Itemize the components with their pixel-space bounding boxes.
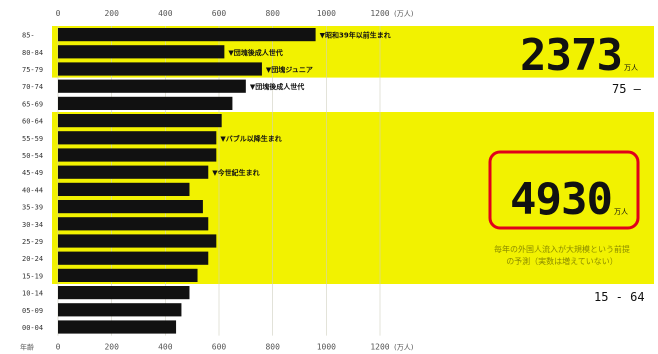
mid-total: 4930 万人 (510, 178, 628, 222)
y-axis-label: 年齢 (20, 343, 34, 352)
tick-top-0: 0 (56, 9, 61, 18)
tick-top-400: 400 (158, 9, 173, 18)
bar-10-14 (58, 286, 190, 300)
tick-top-200: 200 (104, 9, 119, 18)
bar-60-64 (58, 114, 222, 128)
top-range-label: 75 ― (612, 82, 641, 96)
bar-65-69 (58, 96, 233, 110)
tick-bottom-600: 600 (212, 343, 227, 352)
tick-bottom-800: 800 (265, 343, 280, 352)
tick-bottom-400: 400 (158, 343, 173, 352)
bar-75-79 (58, 62, 262, 76)
x-unit-bottom: (万人) (394, 344, 414, 352)
annotation-1: ▼団塊後成人世代 (228, 48, 282, 57)
tick-top-800: 800 (265, 9, 280, 18)
bar-25-29 (58, 234, 217, 248)
age-label-40-44: 40-44 (22, 186, 43, 194)
annotation-0: ▼昭和39年以前生まれ (320, 31, 391, 40)
annotation-5: ▼今世紀生まれ (212, 168, 259, 177)
age-label-85-: 85- (22, 32, 35, 40)
age-label-70-74: 70-74 (22, 83, 43, 91)
annotation-4: ▼バブル以降生まれ (220, 134, 281, 143)
annotation-2: ▼団塊ジュニア (266, 65, 313, 74)
bar-50-54 (58, 148, 217, 162)
highlight-box (488, 150, 640, 230)
age-label-00-04: 00-04 (22, 324, 43, 332)
top-total-unit: 万人 (623, 64, 638, 72)
age-label-65-69: 65-69 (22, 100, 43, 108)
annotations: ▼昭和39年以前生まれ ▼団塊後成人世代 ▼団塊ジュニア ▼団塊後成人世代 ▼バブル以降… (212, 31, 390, 178)
bar-15-19 (58, 268, 198, 282)
top-total: 2373 万人 (520, 34, 638, 78)
mid-total-unit: 万人 (613, 208, 628, 216)
note-line-1: 毎年の外国人流入が大規模という前提 (494, 245, 630, 254)
age-label-80-84: 80-84 (22, 49, 43, 57)
x-unit-top: (万人) (394, 10, 414, 18)
age-label-50-54: 50-54 (22, 152, 43, 160)
bar-55-59 (58, 131, 217, 145)
note-line-2: の予測（実数は増えていない） (506, 257, 618, 266)
tick-top-600: 600 (212, 9, 227, 18)
age-labels: 85- 80-84 75-79 70-74 65-69 60-64 55-59 50-54 45… (22, 32, 43, 332)
age-label-20-24: 20-24 (22, 255, 43, 263)
bar-70-74 (58, 79, 246, 93)
top-total-value: 2373 (520, 30, 623, 81)
mid-total-value: 4930 (510, 174, 613, 225)
bar-80-84 (58, 45, 225, 59)
age-label-60-64: 60-64 (22, 118, 43, 126)
bars (58, 28, 316, 334)
annotation-3: ▼団塊後成人世代 (250, 82, 304, 91)
tick-bottom-1200: 1200 (370, 343, 389, 352)
bar-85- (58, 28, 316, 42)
age-label-75-79: 75-79 (22, 66, 43, 74)
bar-40-44 (58, 182, 190, 196)
tick-top-1200: 1200 (370, 9, 389, 18)
tick-bottom-200: 200 (104, 343, 119, 352)
age-label-55-59: 55-59 (22, 135, 43, 143)
tick-bottom-0: 0 (56, 343, 61, 352)
age-label-05-09: 05-09 (22, 307, 43, 315)
gridlines (57, 26, 381, 336)
axis-ticks: 0 0 200 200 400 400 600 600 800 800 1000 1000 1200 12… (20, 9, 414, 352)
bar-05-09 (58, 303, 182, 317)
bar-35-39 (58, 200, 203, 214)
bar-00-04 (58, 320, 177, 334)
age-label-25-29: 25-29 (22, 238, 43, 246)
tick-top-1000: 1000 (317, 9, 336, 18)
age-label-15-19: 15-19 (22, 272, 43, 280)
bar-30-34 (58, 217, 209, 231)
projection-note: 毎年の外国人流入が大規模という前提 の予測（実数は増えていない） (472, 244, 652, 268)
working-age-range-label: 15 - 64 (594, 290, 645, 304)
age-label-10-14: 10-14 (22, 290, 43, 298)
age-label-45-49: 45-49 (22, 169, 43, 177)
bar-20-24 (58, 251, 209, 265)
age-label-35-39: 35-39 (22, 204, 43, 212)
age-label-30-34: 30-34 (22, 221, 43, 229)
tick-bottom-1000: 1000 (317, 343, 336, 352)
bar-45-49 (58, 165, 209, 179)
